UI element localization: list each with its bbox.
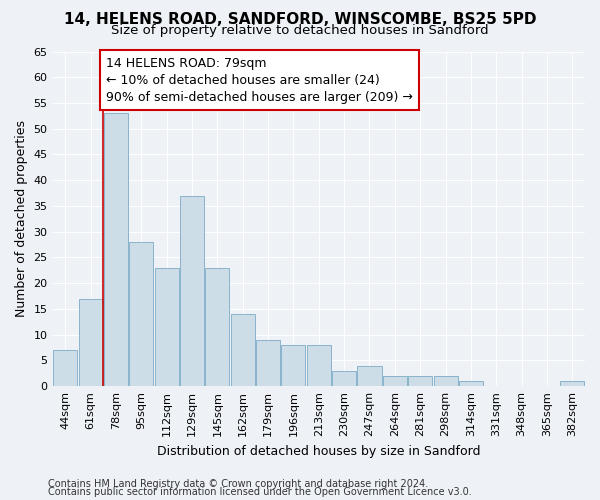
Bar [408, 376, 432, 386]
Bar [332, 370, 356, 386]
Text: 14, HELENS ROAD, SANDFORD, WINSCOMBE, BS25 5PD: 14, HELENS ROAD, SANDFORD, WINSCOMBE, BS… [64, 12, 536, 28]
Bar [129, 242, 154, 386]
Y-axis label: Number of detached properties: Number of detached properties [15, 120, 28, 318]
Bar [180, 196, 204, 386]
Bar [79, 298, 103, 386]
Bar [560, 381, 584, 386]
X-axis label: Distribution of detached houses by size in Sandford: Distribution of detached houses by size … [157, 444, 481, 458]
Bar [53, 350, 77, 386]
Bar [230, 314, 255, 386]
Bar [383, 376, 407, 386]
Bar [104, 114, 128, 386]
Bar [459, 381, 483, 386]
Bar [281, 345, 305, 386]
Text: Contains HM Land Registry data © Crown copyright and database right 2024.: Contains HM Land Registry data © Crown c… [48, 479, 428, 489]
Bar [155, 268, 179, 386]
Bar [434, 376, 458, 386]
Bar [256, 340, 280, 386]
Text: Contains public sector information licensed under the Open Government Licence v3: Contains public sector information licen… [48, 487, 472, 497]
Bar [307, 345, 331, 386]
Bar [205, 268, 229, 386]
Bar [358, 366, 382, 386]
Text: Size of property relative to detached houses in Sandford: Size of property relative to detached ho… [111, 24, 489, 37]
Text: 14 HELENS ROAD: 79sqm
← 10% of detached houses are smaller (24)
90% of semi-deta: 14 HELENS ROAD: 79sqm ← 10% of detached … [106, 56, 413, 104]
